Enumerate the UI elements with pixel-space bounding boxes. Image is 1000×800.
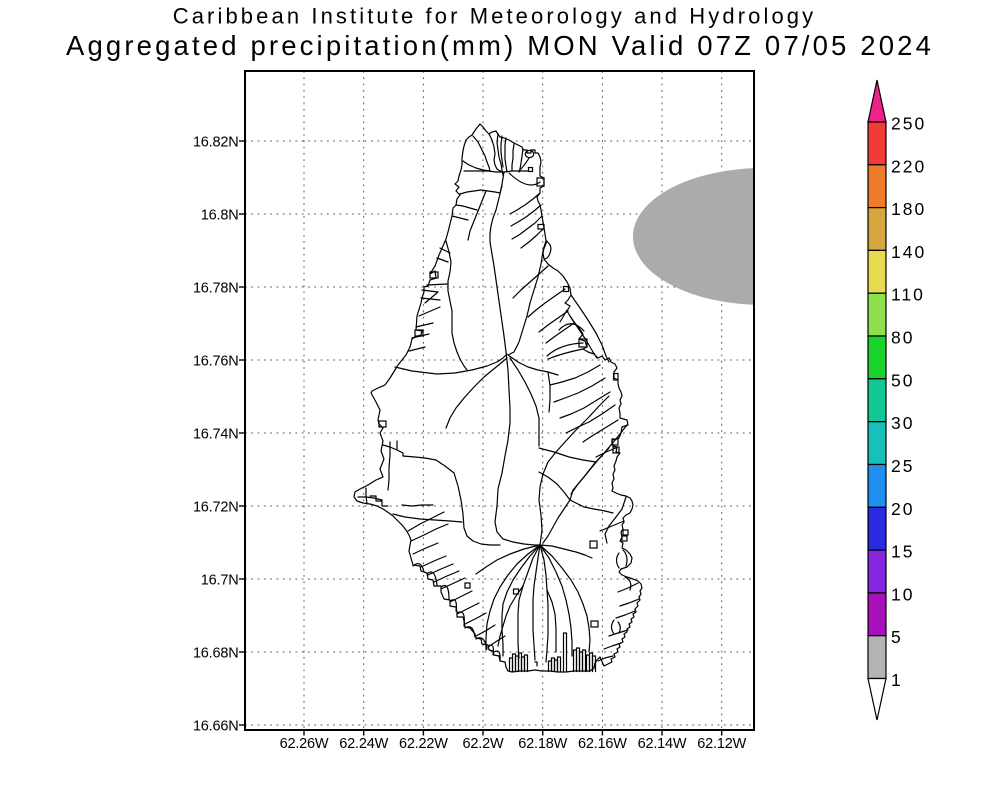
svg-text:62.22W: 62.22W (399, 736, 448, 752)
svg-text:62.24W: 62.24W (339, 736, 388, 752)
svg-text:250: 250 (891, 114, 926, 134)
svg-text:16.78N: 16.78N (193, 281, 239, 297)
svg-text:5: 5 (891, 627, 903, 647)
svg-text:16.66N: 16.66N (193, 719, 239, 735)
svg-text:1: 1 (891, 670, 903, 690)
svg-text:20: 20 (891, 499, 914, 519)
svg-text:110: 110 (891, 285, 925, 305)
svg-text:220: 220 (891, 156, 926, 176)
svg-text:30: 30 (891, 413, 914, 433)
svg-text:62.18W: 62.18W (518, 736, 567, 752)
svg-text:16.8N: 16.8N (201, 208, 239, 224)
svg-text:16.82N: 16.82N (193, 135, 239, 151)
svg-text:16.72N: 16.72N (193, 500, 239, 516)
svg-text:Caribbean Institute for Meteor: Caribbean Institute for Meteorology and … (173, 4, 817, 29)
svg-text:62.2W: 62.2W (463, 736, 504, 752)
svg-text:25: 25 (891, 456, 914, 476)
svg-text:80: 80 (891, 328, 914, 348)
svg-text:62.12W: 62.12W (697, 736, 746, 752)
svg-text:15: 15 (891, 542, 914, 562)
svg-text:10: 10 (891, 584, 914, 604)
svg-text:62.14W: 62.14W (638, 736, 687, 752)
svg-text:16.76N: 16.76N (193, 354, 239, 370)
svg-text:50: 50 (891, 370, 914, 390)
svg-text:180: 180 (891, 199, 926, 219)
svg-text:16.7N: 16.7N (201, 573, 239, 589)
svg-text:62.26W: 62.26W (280, 736, 329, 752)
svg-text:Aggregated precipitation(mm) M: Aggregated precipitation(mm) MON Valid 0… (66, 30, 934, 61)
svg-text:16.68N: 16.68N (193, 646, 239, 662)
svg-text:16.74N: 16.74N (193, 427, 239, 443)
svg-text:62.16W: 62.16W (578, 736, 627, 752)
svg-text:140: 140 (891, 242, 926, 262)
